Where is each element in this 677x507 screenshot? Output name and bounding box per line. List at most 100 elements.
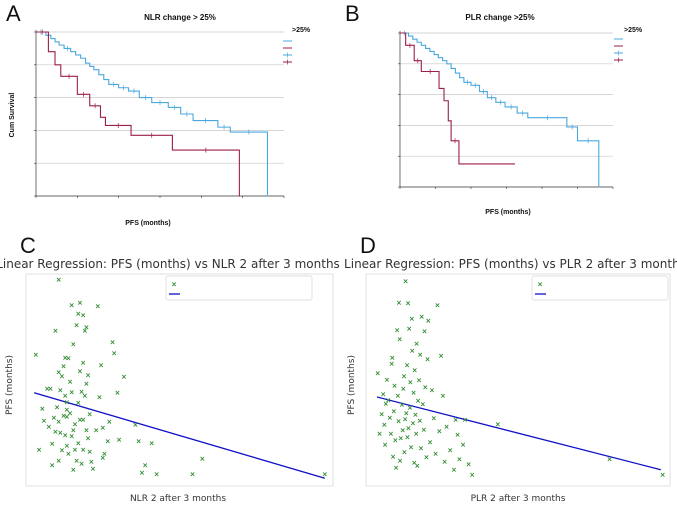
data-point: ×	[74, 457, 80, 465]
data-point: ×	[397, 457, 403, 465]
data-point: ×	[80, 359, 86, 367]
data-point: ×	[417, 351, 423, 359]
data-point: ×	[51, 414, 57, 422]
data-point: ×	[64, 398, 70, 406]
survival-curve-group-0	[400, 32, 600, 188]
data-point: ×	[399, 401, 405, 409]
data-point: ×	[394, 326, 400, 334]
data-point: ×	[392, 437, 398, 445]
data-point: ×	[72, 446, 78, 454]
data-point: ×	[69, 432, 75, 440]
data-point: ×	[411, 459, 417, 467]
data-point: ×	[48, 385, 54, 393]
data-point: ×	[80, 311, 86, 319]
data-point: ×	[56, 457, 62, 465]
data-point: ×	[451, 466, 457, 474]
data-point: ×	[415, 397, 421, 405]
data-point: ×	[62, 354, 68, 362]
data-point: ×	[87, 448, 93, 456]
data-point: ×	[400, 385, 406, 393]
data-point: ×	[397, 336, 403, 344]
data-point: ×	[434, 302, 440, 310]
data-point: ×	[75, 310, 81, 318]
data-point: ×	[77, 416, 83, 424]
data-point: ×	[101, 450, 107, 458]
data-point: ×	[56, 418, 62, 426]
data-point: ×	[453, 416, 459, 424]
data-point: ×	[75, 439, 81, 447]
data-point: ×	[460, 441, 466, 449]
data-point: ×	[36, 446, 42, 454]
data-point: ×	[52, 327, 58, 335]
data-point: ×	[69, 389, 75, 397]
data-point: ×	[408, 444, 414, 452]
data-point: ×	[455, 431, 461, 439]
data-point: ×	[110, 338, 116, 346]
data-point: ×	[121, 373, 127, 381]
data-point: ×	[83, 427, 89, 435]
data-point: ×	[136, 437, 142, 445]
data-point: ×	[418, 444, 424, 452]
data-point: ×	[52, 428, 58, 436]
data-point: ×	[398, 434, 404, 442]
km-legend	[283, 40, 292, 65]
data-point: ×	[80, 416, 86, 424]
data-point: ×	[83, 380, 89, 388]
data-point: ×	[66, 355, 72, 363]
data-point: ×	[390, 453, 396, 461]
data-point: ×	[379, 410, 385, 418]
data-point: ×	[411, 389, 417, 397]
panel-label-b: B	[345, 1, 360, 26]
data-point: ×	[70, 340, 76, 348]
regression-legend: ×	[165, 275, 313, 301]
data-point: ×	[44, 385, 50, 393]
data-point: ×	[381, 421, 387, 429]
data-point: ×	[79, 460, 85, 468]
data-point: ×	[49, 461, 55, 469]
km-title: PLR change >25%	[465, 13, 534, 22]
data-point: ×	[95, 302, 101, 310]
data-point: ×	[414, 462, 420, 470]
data-point: ×	[59, 446, 65, 454]
data-point: ×	[64, 413, 70, 421]
km-chart-plr: PLR change >25% PFS (months) >25%	[398, 13, 643, 216]
data-point: ×	[495, 420, 501, 428]
data-point: ×	[375, 369, 381, 377]
data-point: ×	[61, 362, 67, 370]
data-point: ×	[111, 350, 117, 358]
survival-curve-group-0	[36, 31, 269, 197]
data-point: ×	[405, 299, 411, 307]
data-point: ×	[61, 412, 67, 420]
km-title: NLR change > 25%	[144, 13, 216, 22]
data-point: ×	[82, 392, 88, 400]
data-point: ×	[387, 414, 393, 422]
data-point: ×	[54, 403, 60, 411]
regression-line	[376, 396, 662, 471]
data-point: ×	[75, 399, 81, 407]
data-point: ×	[402, 449, 408, 457]
data-point: ×	[62, 392, 68, 400]
km-chart-nlr: NLR change > 25% Cum Survival PFS (month…	[9, 13, 311, 227]
data-point: ×	[436, 427, 442, 435]
regression-x-axis-label: NLR 2 after 3 months	[130, 494, 226, 504]
panel-label-d: D	[360, 233, 376, 258]
regression-chart-nlr: Linear Regression: PFS (months) vs NLR 2…	[0, 257, 340, 504]
data-point: ×	[142, 461, 148, 469]
data-point: ×	[396, 299, 402, 307]
data-point: ×	[438, 352, 444, 360]
data-point: ×	[431, 415, 437, 423]
data-point: ×	[322, 470, 328, 478]
data-point: ×	[416, 377, 422, 385]
data-point: ×	[456, 456, 462, 464]
data-point: ×	[396, 417, 402, 425]
data-point: ×	[70, 466, 76, 474]
panel-label-a: A	[6, 1, 21, 26]
data-point: ×	[404, 362, 410, 370]
data-point: ×	[419, 313, 425, 321]
data-point: ×	[407, 379, 413, 387]
data-point: ×	[421, 426, 427, 434]
data-point: ×	[413, 411, 419, 419]
data-point: ×	[440, 392, 446, 400]
data-point: ×	[414, 340, 420, 348]
data-point: ×	[395, 392, 401, 400]
